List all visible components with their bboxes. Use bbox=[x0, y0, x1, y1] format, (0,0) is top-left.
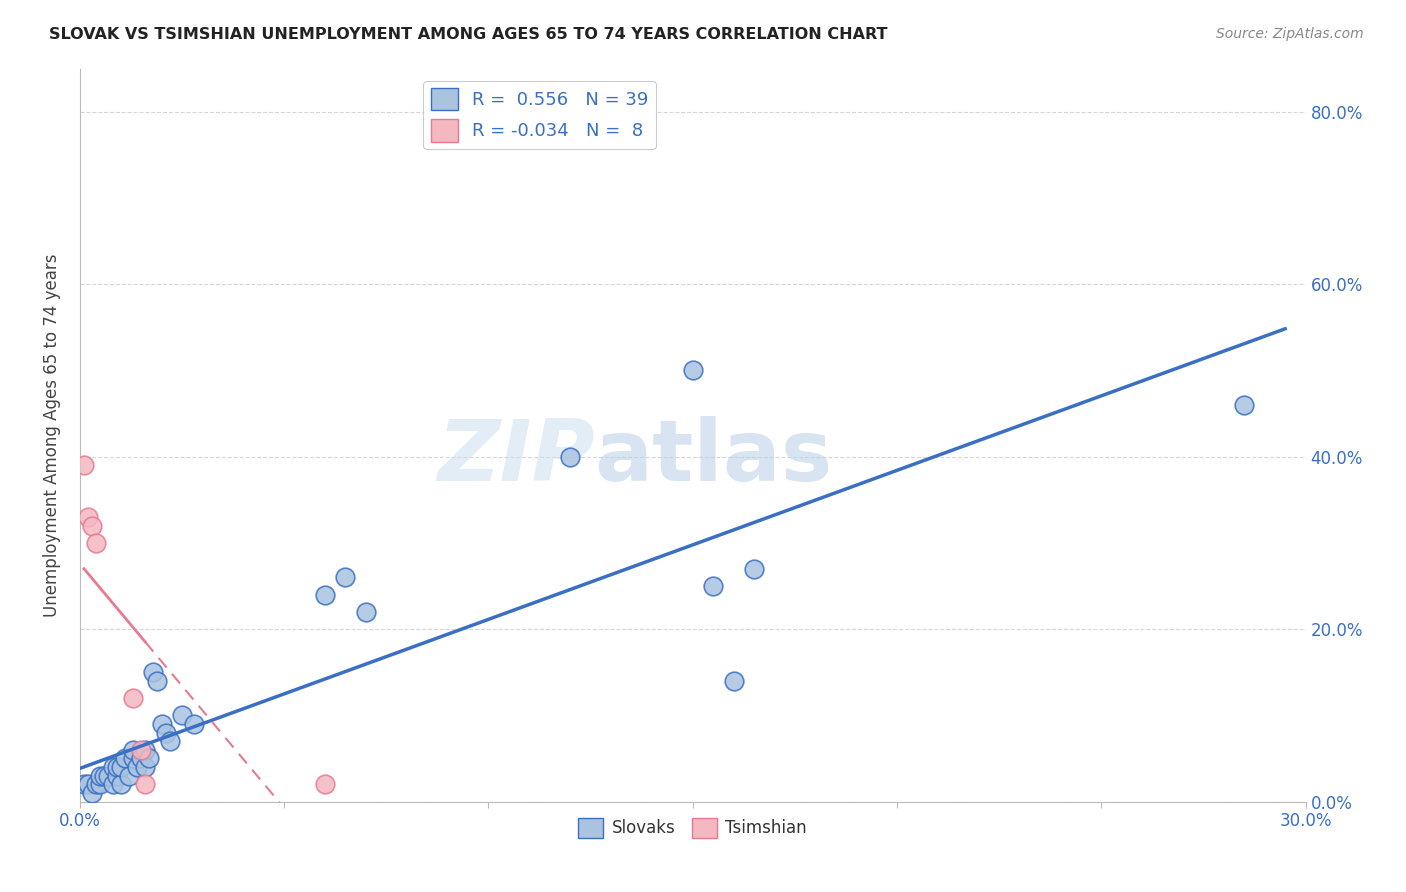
Point bbox=[122, 691, 145, 706]
Point bbox=[183, 717, 205, 731]
Point bbox=[129, 743, 152, 757]
Point bbox=[314, 777, 336, 791]
Point bbox=[335, 570, 357, 584]
Point bbox=[114, 751, 136, 765]
Point bbox=[77, 510, 100, 524]
Point bbox=[134, 777, 156, 791]
Point bbox=[105, 760, 128, 774]
Point bbox=[138, 751, 160, 765]
Point bbox=[84, 536, 107, 550]
Point bbox=[125, 760, 148, 774]
Point bbox=[129, 751, 152, 765]
Point bbox=[723, 673, 745, 688]
Point bbox=[134, 760, 156, 774]
Legend: Slovaks, Tsimshian: Slovaks, Tsimshian bbox=[572, 811, 814, 845]
Point bbox=[97, 769, 120, 783]
Y-axis label: Unemployment Among Ages 65 to 74 years: Unemployment Among Ages 65 to 74 years bbox=[44, 253, 60, 616]
Point bbox=[155, 725, 177, 739]
Point bbox=[93, 769, 115, 783]
Point bbox=[170, 708, 193, 723]
Point bbox=[101, 777, 124, 791]
Point bbox=[314, 588, 336, 602]
Point bbox=[105, 769, 128, 783]
Point bbox=[73, 777, 96, 791]
Point bbox=[558, 450, 581, 464]
Point bbox=[134, 743, 156, 757]
Point bbox=[122, 743, 145, 757]
Point bbox=[73, 458, 96, 473]
Text: ZIP: ZIP bbox=[437, 416, 595, 499]
Point bbox=[702, 579, 724, 593]
Point bbox=[110, 777, 132, 791]
Text: SLOVAK VS TSIMSHIAN UNEMPLOYMENT AMONG AGES 65 TO 74 YEARS CORRELATION CHART: SLOVAK VS TSIMSHIAN UNEMPLOYMENT AMONG A… bbox=[49, 27, 887, 42]
Point bbox=[89, 769, 111, 783]
Point bbox=[77, 777, 100, 791]
Point bbox=[142, 665, 165, 680]
Point bbox=[101, 760, 124, 774]
Point bbox=[742, 562, 765, 576]
Point bbox=[150, 717, 173, 731]
Point bbox=[89, 777, 111, 791]
Point bbox=[122, 751, 145, 765]
Point bbox=[682, 363, 704, 377]
Point bbox=[82, 518, 104, 533]
Point bbox=[82, 786, 104, 800]
Point bbox=[1233, 398, 1256, 412]
Point bbox=[110, 760, 132, 774]
Point bbox=[354, 605, 377, 619]
Point bbox=[118, 769, 141, 783]
Point bbox=[146, 673, 169, 688]
Text: Source: ZipAtlas.com: Source: ZipAtlas.com bbox=[1216, 27, 1364, 41]
Point bbox=[159, 734, 181, 748]
Point bbox=[84, 777, 107, 791]
Text: atlas: atlas bbox=[595, 416, 832, 499]
